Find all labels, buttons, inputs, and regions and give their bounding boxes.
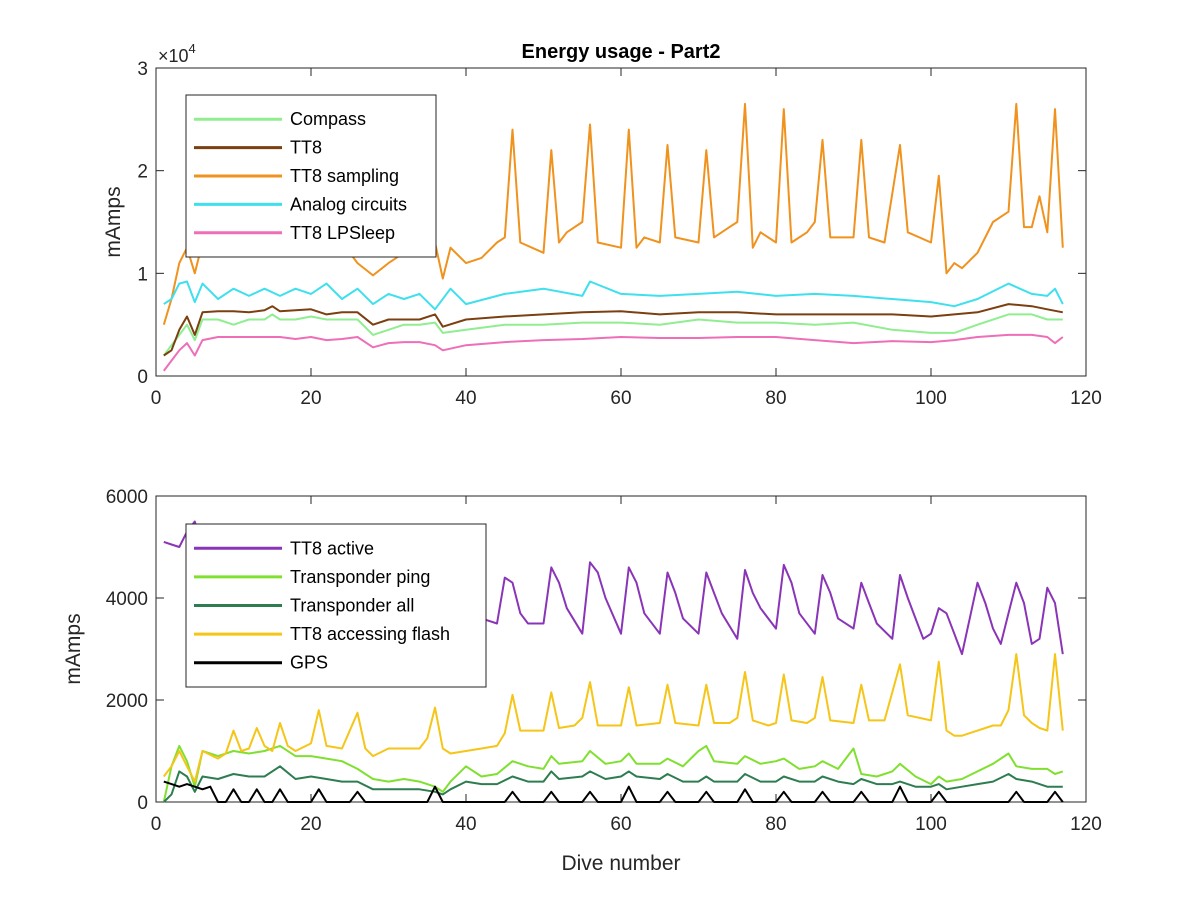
bottom-y-tick-label: 0: [137, 793, 148, 814]
legend-entry-gps: GPS: [290, 653, 328, 673]
series-line-transponder-all: [163, 765, 1063, 803]
top-y-multiplier-exponent: 4: [189, 41, 196, 56]
bottom-x-tick-label: 100: [915, 814, 947, 835]
top-x-tick-label: 20: [300, 388, 321, 409]
bottom-x-tick-label: 80: [765, 814, 786, 835]
series-line-tt8-lpsleep: [162, 333, 1064, 372]
bottom-x-ticks: 0 20 40 60 80 100 120: [151, 496, 1102, 835]
bottom-panel: 0 20 40 60 80 100 120 0 2000 4000 6000 mAmps Dive…: [62, 487, 1102, 875]
top-y-multiplier: ×104: [158, 41, 196, 66]
top-y-axis-label: mAmps: [102, 186, 125, 257]
top-x-tick-label: 120: [1070, 388, 1102, 409]
top-legend: Compass TT8 TT8 sampling Analog circuits TT8…: [185, 94, 437, 258]
bottom-x-axis-label: Dive number: [561, 852, 680, 875]
top-y-multiplier-base: ×10: [158, 46, 189, 66]
top-y-tick-label: 0: [137, 367, 148, 388]
top-y-tick-label: 3: [137, 59, 148, 80]
bottom-y-ticks: 0 2000 4000 6000: [106, 487, 1086, 814]
legend-entry-transponder-all: Transponder all: [290, 596, 414, 616]
top-x-tick-label: 80: [765, 388, 786, 409]
bottom-x-tick-label: 0: [151, 814, 162, 835]
legend-entry-tt8-lpsleep: TT8 LPSleep: [290, 223, 395, 243]
legend-entry-compass: Compass: [290, 109, 366, 129]
legend-entry-tt8-sampling: TT8 sampling: [290, 166, 399, 186]
top-x-tick-label: 100: [915, 388, 947, 409]
bottom-series-group: [162, 520, 1064, 803]
bottom-x-tick-label: 120: [1070, 814, 1102, 835]
bottom-x-tick-label: 60: [610, 814, 631, 835]
bottom-y-tick-label: 6000: [106, 487, 148, 508]
top-y-ticks: 0 1 2 3: [137, 59, 1086, 388]
bottom-x-tick-label: 20: [300, 814, 321, 835]
top-x-tick-label: 0: [151, 388, 162, 409]
chart-title: Energy usage - Part2: [522, 41, 721, 63]
top-y-tick-label: 1: [137, 264, 148, 285]
bottom-y-axis-label: mAmps: [62, 613, 85, 684]
series-line-transponder-ping: [162, 744, 1064, 803]
series-line-gps: [163, 780, 1064, 803]
top-x-tick-label: 60: [610, 388, 631, 409]
series-line-analog-circuits: [163, 280, 1064, 311]
legend-entry-tt8-active: TT8 active: [290, 538, 374, 558]
bottom-y-tick-label: 2000: [106, 691, 148, 712]
top-x-ticks: 0 20 40 60 80 100 120: [151, 68, 1102, 409]
top-x-tick-label: 40: [455, 388, 476, 409]
top-y-tick-label: 2: [137, 162, 148, 183]
legend-entry-tt8-accessing-flash: TT8 accessing flash: [290, 624, 450, 644]
series-line-tt8-accessing-flash: [163, 653, 1064, 783]
bottom-legend: TT8 active Transponder ping Transponder al…: [185, 523, 487, 688]
series-line-compass: [162, 313, 1063, 357]
legend-entry-transponder-ping: Transponder ping: [290, 567, 430, 587]
legend-entry-analog-circuits: Analog circuits: [290, 194, 407, 214]
legend-entry-tt8: TT8: [290, 138, 322, 158]
top-panel: 0 20 40 60 80 100 120 0 1 2 3 Energy usage - Part…: [102, 41, 1102, 409]
bottom-y-tick-label: 4000: [106, 589, 148, 610]
bottom-x-tick-label: 40: [455, 814, 476, 835]
series-line-tt8: [163, 303, 1063, 357]
